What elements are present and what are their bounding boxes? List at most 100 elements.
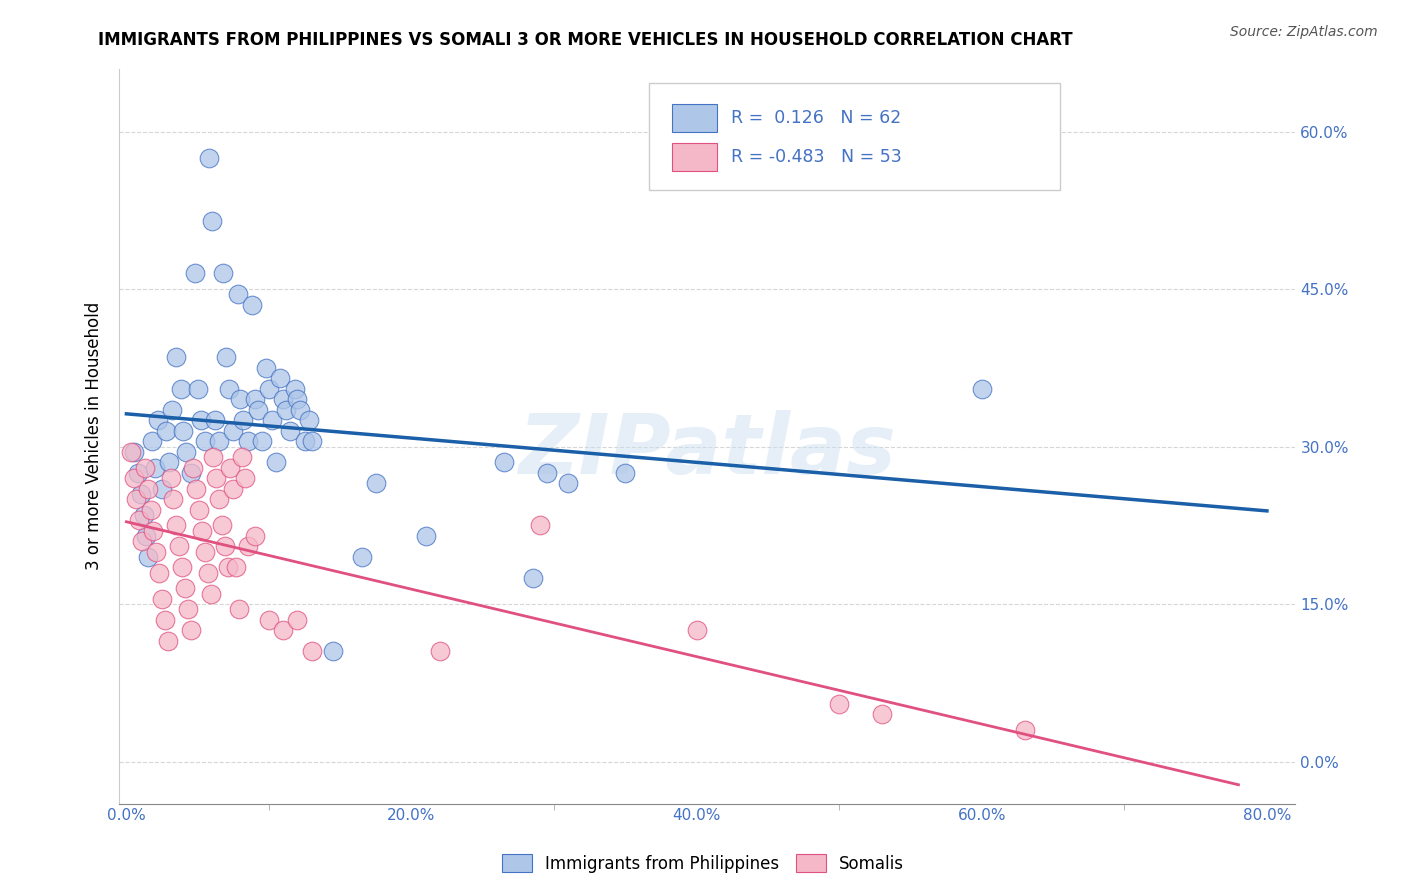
Point	[180, 624, 202, 638]
Point	[131, 534, 153, 549]
Point	[167, 539, 190, 553]
Point	[301, 434, 323, 449]
Point	[301, 644, 323, 658]
Point	[122, 471, 145, 485]
Point	[236, 539, 259, 553]
Point	[970, 382, 993, 396]
Point	[186, 482, 208, 496]
Point	[148, 566, 170, 580]
Point	[828, 697, 851, 711]
Point	[290, 402, 312, 417]
Point	[187, 382, 209, 396]
Point	[120, 445, 142, 459]
Point	[172, 424, 194, 438]
Point	[169, 382, 191, 396]
Point	[204, 413, 226, 427]
Point	[1014, 723, 1036, 738]
FancyBboxPatch shape	[648, 83, 1060, 190]
Point	[127, 466, 149, 480]
Point	[159, 471, 181, 485]
Point	[557, 476, 579, 491]
Point	[284, 382, 307, 396]
Point	[225, 560, 247, 574]
Point	[271, 392, 294, 407]
Point	[364, 476, 387, 491]
Point	[257, 613, 280, 627]
Point	[194, 434, 217, 449]
Point	[536, 466, 558, 480]
Point	[219, 460, 242, 475]
Point	[243, 529, 266, 543]
Point	[350, 549, 373, 564]
Point	[134, 460, 156, 475]
Point	[174, 445, 197, 459]
Point	[246, 402, 269, 417]
Point	[128, 513, 150, 527]
Point	[205, 471, 228, 485]
Point	[197, 566, 219, 580]
FancyBboxPatch shape	[672, 143, 717, 170]
Point	[141, 434, 163, 449]
Point	[214, 539, 236, 553]
Point	[165, 351, 187, 365]
Point	[494, 455, 516, 469]
Point	[614, 466, 637, 480]
Point	[260, 413, 283, 427]
Point	[222, 482, 245, 496]
Point	[254, 360, 277, 375]
Point	[180, 466, 202, 480]
Point	[522, 571, 544, 585]
Point	[143, 460, 166, 475]
Point	[173, 582, 195, 596]
Point	[198, 151, 221, 165]
Point	[215, 351, 238, 365]
Point	[142, 524, 165, 538]
Point	[264, 455, 287, 469]
FancyBboxPatch shape	[672, 103, 717, 132]
Point	[136, 482, 159, 496]
Legend: Immigrants from Philippines, Somalis: Immigrants from Philippines, Somalis	[495, 847, 911, 880]
Point	[211, 518, 233, 533]
Point	[226, 287, 249, 301]
Point	[218, 382, 240, 396]
Text: R = -0.483   N = 53: R = -0.483 N = 53	[731, 148, 901, 166]
Point	[191, 524, 214, 538]
Point	[150, 591, 173, 606]
Point	[294, 434, 316, 449]
Point	[160, 402, 183, 417]
Point	[287, 392, 309, 407]
Point	[194, 544, 217, 558]
Point	[269, 371, 291, 385]
Point	[236, 434, 259, 449]
Point	[156, 633, 179, 648]
Point	[177, 602, 200, 616]
Point	[188, 502, 211, 516]
Point	[136, 549, 159, 564]
Point	[132, 508, 155, 522]
Point	[165, 518, 187, 533]
Point	[184, 266, 207, 280]
Point	[200, 586, 222, 600]
Text: ZIPatlas: ZIPatlas	[519, 410, 896, 491]
Point	[208, 492, 231, 507]
Point	[183, 460, 205, 475]
Point	[232, 413, 254, 427]
Point	[233, 471, 256, 485]
Point	[231, 450, 253, 464]
Point	[145, 544, 167, 558]
Point	[135, 529, 157, 543]
Point	[155, 424, 177, 438]
Point	[150, 482, 173, 496]
Point	[529, 518, 551, 533]
Point	[122, 445, 145, 459]
Point	[298, 413, 321, 427]
Point	[217, 560, 239, 574]
Point	[870, 707, 893, 722]
Point	[201, 214, 224, 228]
Point	[125, 492, 148, 507]
Point	[250, 434, 273, 449]
Point	[280, 424, 302, 438]
Point	[212, 266, 235, 280]
Point	[190, 413, 212, 427]
Point	[202, 450, 225, 464]
